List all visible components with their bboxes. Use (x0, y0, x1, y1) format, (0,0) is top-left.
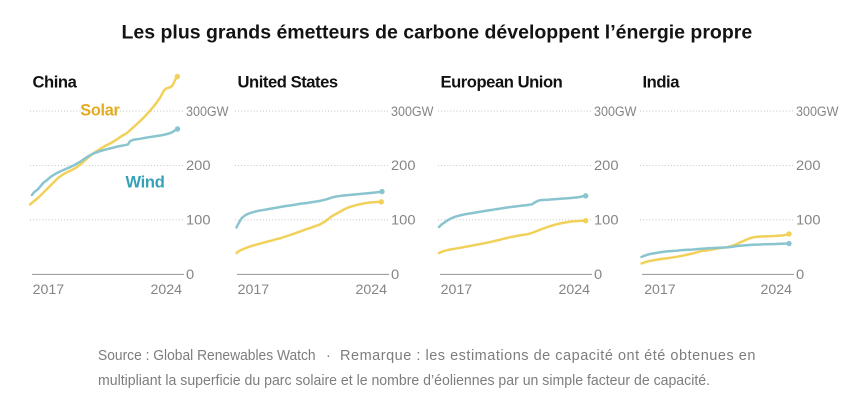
svg-text:United States: United States (238, 72, 338, 91)
svg-text:2024: 2024 (559, 282, 591, 298)
svg-text:0: 0 (186, 267, 194, 282)
svg-text:India: India (643, 72, 681, 91)
svg-text:Remarque : les estimations de: Remarque : les estimations de capacité o… (340, 348, 755, 364)
svg-text:200: 200 (594, 158, 619, 173)
svg-text:300GW: 300GW (391, 104, 434, 119)
svg-text:2017: 2017 (33, 282, 65, 298)
svg-text:2017: 2017 (644, 282, 676, 298)
svg-text:2024: 2024 (151, 282, 183, 298)
svg-text:multipliant la superficie du p: multipliant la superficie du parc solair… (98, 373, 710, 389)
svg-text:200: 200 (186, 158, 211, 173)
svg-text:300GW: 300GW (594, 104, 637, 119)
svg-text:200: 200 (796, 158, 821, 173)
svg-text:100: 100 (796, 213, 821, 228)
svg-text:100: 100 (594, 213, 619, 228)
svg-text:Solar: Solar (80, 101, 120, 119)
svg-text:0: 0 (594, 267, 602, 282)
svg-text:2024: 2024 (356, 282, 388, 298)
svg-text:2024: 2024 (761, 282, 793, 298)
svg-text:Les plus grands émetteurs de c: Les plus grands émetteurs de carbone dév… (122, 22, 753, 44)
svg-text:300GW: 300GW (796, 104, 839, 119)
svg-text:China: China (33, 72, 78, 91)
svg-text:100: 100 (186, 213, 211, 228)
svg-text:Source : Global Renewables Wat: Source : Global Renewables Watch (98, 348, 316, 364)
svg-text:·: · (326, 348, 331, 364)
svg-text:2017: 2017 (441, 282, 473, 298)
svg-text:0: 0 (796, 267, 804, 282)
svg-text:200: 200 (391, 158, 416, 173)
svg-text:Wind: Wind (126, 174, 165, 192)
svg-text:300GW: 300GW (186, 104, 229, 119)
svg-text:0: 0 (391, 267, 399, 282)
svg-text:European Union: European Union (441, 72, 563, 91)
svg-text:100: 100 (391, 213, 416, 228)
svg-text:2017: 2017 (238, 282, 270, 298)
